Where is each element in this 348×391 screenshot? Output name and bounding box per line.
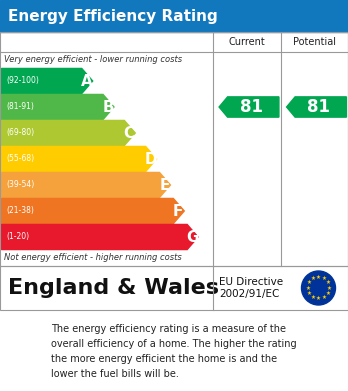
Text: Very energy efficient - lower running costs: Very energy efficient - lower running co… (4, 56, 182, 65)
Bar (0, 32, 348, 266)
Text: G: G (186, 230, 198, 244)
Text: 81: 81 (240, 98, 263, 116)
Polygon shape (287, 97, 346, 117)
Text: (81-91): (81-91) (6, 102, 34, 111)
Text: ★: ★ (306, 285, 310, 291)
Text: 2002/91/EC: 2002/91/EC (219, 289, 279, 299)
Text: (21-38): (21-38) (6, 206, 34, 215)
Text: Current: Current (229, 37, 266, 47)
Text: C: C (124, 126, 135, 140)
Bar (0, 266, 348, 310)
Polygon shape (1, 147, 157, 172)
Text: ★: ★ (311, 276, 316, 282)
Text: D: D (144, 151, 157, 167)
Text: ★: ★ (325, 291, 330, 296)
Circle shape (301, 271, 335, 305)
Polygon shape (219, 97, 279, 117)
Text: ★: ★ (321, 295, 326, 300)
Bar (0, 32, 348, 266)
Polygon shape (1, 95, 114, 120)
Text: A: A (81, 74, 93, 88)
Text: EU Directive: EU Directive (219, 277, 283, 287)
Text: Energy Efficiency Rating: Energy Efficiency Rating (8, 9, 218, 23)
Text: ★: ★ (307, 280, 312, 285)
Text: (55-68): (55-68) (6, 154, 34, 163)
Text: ★: ★ (316, 296, 321, 301)
Text: The energy efficiency rating is a measure of the
overall efficiency of a home. T: The energy efficiency rating is a measur… (51, 324, 297, 379)
Text: B: B (102, 99, 114, 115)
Polygon shape (1, 172, 171, 197)
Text: Potential: Potential (293, 37, 336, 47)
Bar (0, 0, 348, 32)
Text: (39-54): (39-54) (6, 181, 34, 190)
Text: (92-100): (92-100) (6, 77, 39, 86)
Text: ★: ★ (325, 280, 330, 285)
Text: ★: ★ (311, 295, 316, 300)
Text: Not energy efficient - higher running costs: Not energy efficient - higher running co… (4, 253, 182, 262)
Text: ★: ★ (327, 285, 332, 291)
Text: ★: ★ (307, 291, 312, 296)
Text: (1-20): (1-20) (6, 233, 29, 242)
Text: England & Wales: England & Wales (8, 278, 219, 298)
Text: F: F (173, 203, 183, 219)
Bar (0, 266, 348, 310)
Text: (69-80): (69-80) (6, 129, 34, 138)
Polygon shape (1, 68, 93, 93)
Text: ★: ★ (316, 275, 321, 280)
Text: E: E (159, 178, 169, 192)
Text: 81: 81 (307, 98, 330, 116)
Polygon shape (1, 224, 198, 249)
Polygon shape (1, 199, 184, 224)
Polygon shape (1, 120, 135, 145)
Text: ★: ★ (321, 276, 326, 282)
